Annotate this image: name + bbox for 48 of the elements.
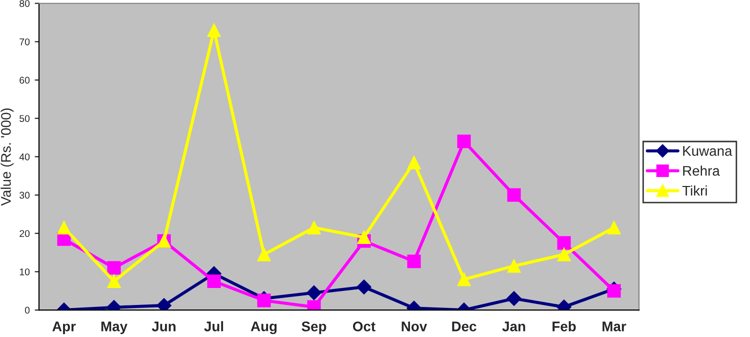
point (207, 23, 221, 37)
y-tick-label: 70 (20, 38, 30, 46)
y-tick-label: 20 (20, 230, 30, 237)
point (507, 188, 521, 202)
x-tick-label: Feb (552, 321, 576, 332)
point (107, 261, 121, 275)
point (207, 274, 221, 288)
point (557, 248, 571, 262)
legend-label: Kuwana (683, 146, 732, 156)
point (257, 248, 271, 262)
point (407, 156, 421, 170)
point (306, 285, 322, 300)
point (57, 220, 71, 234)
x-tick-label: Jan (502, 322, 526, 332)
x-tick-label: Oct (352, 322, 376, 332)
point (156, 298, 172, 310)
y-tick-label: 10 (20, 268, 30, 276)
legend-label: Rehra (683, 166, 720, 176)
y-tick-label: 60 (20, 76, 30, 84)
point (257, 294, 271, 308)
point (356, 280, 372, 294)
legend-label: Tikri (682, 185, 707, 196)
point (307, 220, 321, 234)
y-tick-label: 0 (24, 306, 30, 314)
y-tick-label: 80 (20, 0, 30, 7)
x-tick-label: Apr (52, 322, 76, 334)
point (357, 230, 371, 244)
x-tick-label: Mar (602, 322, 626, 332)
point (607, 284, 621, 298)
x-tick-label: May (101, 322, 128, 334)
point (407, 254, 421, 268)
point (557, 236, 571, 250)
y-tick-label: 30 (20, 192, 30, 199)
point (457, 272, 471, 286)
x-tick-label: Jul (204, 321, 224, 332)
point (507, 259, 521, 273)
x-tick-label: Aug (250, 322, 277, 334)
y-tick-label: 40 (19, 153, 30, 160)
x-tick-label: Nov (402, 322, 428, 332)
point (107, 274, 121, 288)
y-axis-title: Value (Rs. '000) (0, 108, 14, 206)
point (607, 220, 621, 234)
x-tick-label: Jun (152, 322, 176, 332)
point (506, 291, 522, 306)
x-tick-label: Dec (452, 322, 476, 332)
x-tick-label: Sep (302, 322, 326, 334)
point (457, 134, 471, 148)
y-tick-label: 50 (20, 115, 30, 122)
